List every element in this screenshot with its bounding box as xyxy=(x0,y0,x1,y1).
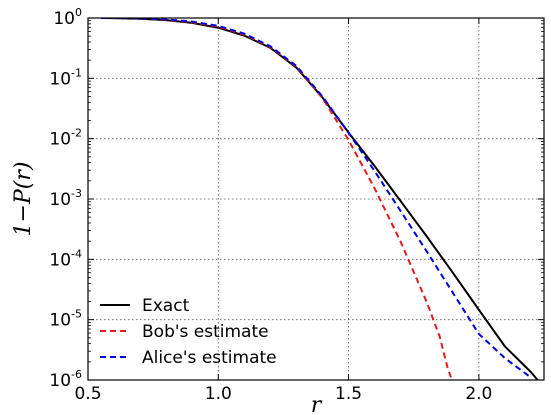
y-tick-label: 10-3 xyxy=(49,187,82,210)
alice-estimate-line xyxy=(101,18,532,379)
legend-label-bob: Bob's estimate xyxy=(142,322,269,342)
x-axis-label: r xyxy=(311,393,323,415)
x-tick-label: 0.5 xyxy=(74,384,101,404)
y-axis-label: 1−P(r) xyxy=(11,162,36,237)
series-lines xyxy=(101,18,539,380)
x-tick-label: 1.0 xyxy=(205,384,232,404)
y-tick-label: 10-2 xyxy=(49,127,82,150)
x-tick-label: 1.5 xyxy=(335,384,362,404)
y-tick-label: 10-5 xyxy=(49,308,82,331)
y-tick-label: 10-1 xyxy=(49,66,82,89)
grid xyxy=(88,18,544,380)
x-tick-label: 2.0 xyxy=(465,384,492,404)
axis-ticks: 0.5 1.0 1.5 2.0 100 10-1 10-2 10-3 10-4 10-5 10-6 xyxy=(49,6,544,404)
y-tick-label: 10-6 xyxy=(49,368,82,391)
legend: Exact Bob's estimate Alice's estimate xyxy=(100,296,277,368)
legend-label-alice: Alice's estimate xyxy=(142,348,277,368)
y-tick-label: 10-4 xyxy=(49,247,82,270)
legend-label-exact: Exact xyxy=(142,296,190,316)
y-tick-label: 100 xyxy=(53,6,82,29)
